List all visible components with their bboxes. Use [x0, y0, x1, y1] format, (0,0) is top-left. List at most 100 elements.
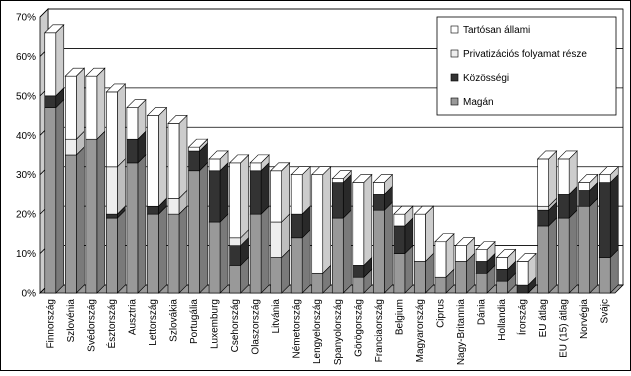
x-tick-label: Lettország [148, 299, 159, 346]
y-tick-label: 20% [16, 210, 36, 221]
bar-segment [208, 221, 221, 294]
bar-segment [188, 170, 200, 294]
bar-segment [414, 261, 426, 294]
x-tick-label: Ciprus [435, 299, 446, 328]
bar-top [352, 174, 373, 183]
bar-segment [65, 154, 77, 294]
bar-side [117, 209, 126, 294]
bar-side [158, 205, 167, 294]
bar-segment [373, 182, 385, 195]
x-tick-label: Szlovénia [66, 299, 77, 343]
bar-side [384, 201, 393, 294]
x-tick-label: Portugália [189, 299, 200, 344]
bar-top [454, 237, 476, 246]
bar-top [64, 67, 86, 77]
legend-label: Privatizációs folyamat része [463, 49, 587, 60]
y-tick-label: 60% [16, 52, 36, 63]
bar-segment [373, 194, 385, 211]
bar-segment [167, 123, 180, 199]
x-tick-label: EU (15) átlag [559, 299, 570, 358]
bar-top [146, 107, 168, 116]
bar-segment [208, 158, 221, 172]
bar-segment [106, 166, 118, 215]
x-tick-label: Lengyelország [312, 299, 323, 364]
x-tick-label: Litvánia [271, 299, 282, 334]
bar-segment [208, 170, 221, 223]
bar-segment [557, 217, 570, 294]
bar-side [117, 83, 126, 168]
bar-segment [578, 190, 590, 207]
x-tick-label: Magyarország [415, 299, 426, 362]
x-tick-label: Ausztria [127, 299, 138, 336]
bar-segment [537, 209, 549, 227]
bar-segment [311, 174, 324, 274]
bar-segment [147, 205, 159, 215]
bar-top [269, 162, 291, 172]
x-tick-label: Belgium [394, 299, 405, 335]
bar-side [178, 114, 188, 200]
bar-side [240, 154, 249, 239]
bar-segment [496, 257, 508, 270]
bar-segment [475, 249, 488, 262]
x-tick-label: Észtország [105, 299, 118, 348]
bar-segment [249, 170, 262, 215]
bar-segment [537, 158, 549, 207]
bar-segment [65, 138, 77, 156]
bar-segment [167, 198, 180, 215]
bar-top [413, 205, 435, 215]
bar-segment [352, 182, 365, 266]
bar-segment [331, 182, 344, 219]
bar-side [301, 229, 311, 294]
bar-segment [229, 237, 241, 246]
bar-segment [249, 213, 262, 294]
legend-box [436, 16, 617, 116]
bar-side [219, 162, 229, 223]
legend-swatch [450, 73, 459, 82]
bar-segment [106, 217, 118, 294]
bar-segment [188, 146, 200, 152]
bar-side [548, 217, 557, 294]
bar-segment [475, 261, 488, 274]
y-tick-label: 70% [16, 13, 36, 24]
bar-segment [65, 75, 77, 140]
bar-segment [85, 75, 98, 140]
bar-segment [44, 107, 57, 294]
bar-side [199, 162, 208, 294]
bar-segment [557, 194, 570, 219]
bar-segment [229, 162, 241, 239]
bar-top [44, 24, 65, 34]
legend-swatch [450, 25, 459, 34]
bar-segment [229, 245, 241, 266]
legend-label: Közösségi [463, 73, 509, 84]
bar-segment [270, 170, 282, 223]
bar-side [568, 209, 578, 294]
bar-side [219, 213, 229, 294]
bar-segment [475, 272, 488, 294]
bar-top [536, 150, 558, 160]
x-tick-label: Luxemburg [210, 299, 221, 349]
bar-side [55, 98, 65, 294]
bar-segment [373, 209, 385, 294]
x-tick-label: Svájc [600, 299, 611, 323]
bar-top [249, 154, 270, 164]
bar-top [372, 174, 394, 183]
y-tick-label: 40% [16, 131, 36, 142]
grid-line [39, 8, 623, 18]
bar-segment [537, 205, 549, 211]
x-tick-label: Norvégia [579, 299, 590, 339]
bar-segment [393, 213, 406, 227]
x-tick-label: Spanyolország [333, 299, 344, 365]
bar-segment [496, 280, 508, 294]
bar-side [260, 162, 270, 215]
bar-segment [290, 174, 303, 215]
x-tick-label: Franciaország [374, 299, 385, 362]
bar-top [290, 166, 311, 176]
bar-top [557, 150, 578, 160]
bar-segment [598, 174, 611, 183]
bar-segment [188, 150, 200, 172]
y-tick-label: 50% [16, 91, 36, 102]
bar-segment [496, 269, 508, 282]
bar-side [342, 209, 352, 294]
x-tick-label: Olaszország [251, 299, 262, 355]
bar-segment [434, 276, 447, 294]
